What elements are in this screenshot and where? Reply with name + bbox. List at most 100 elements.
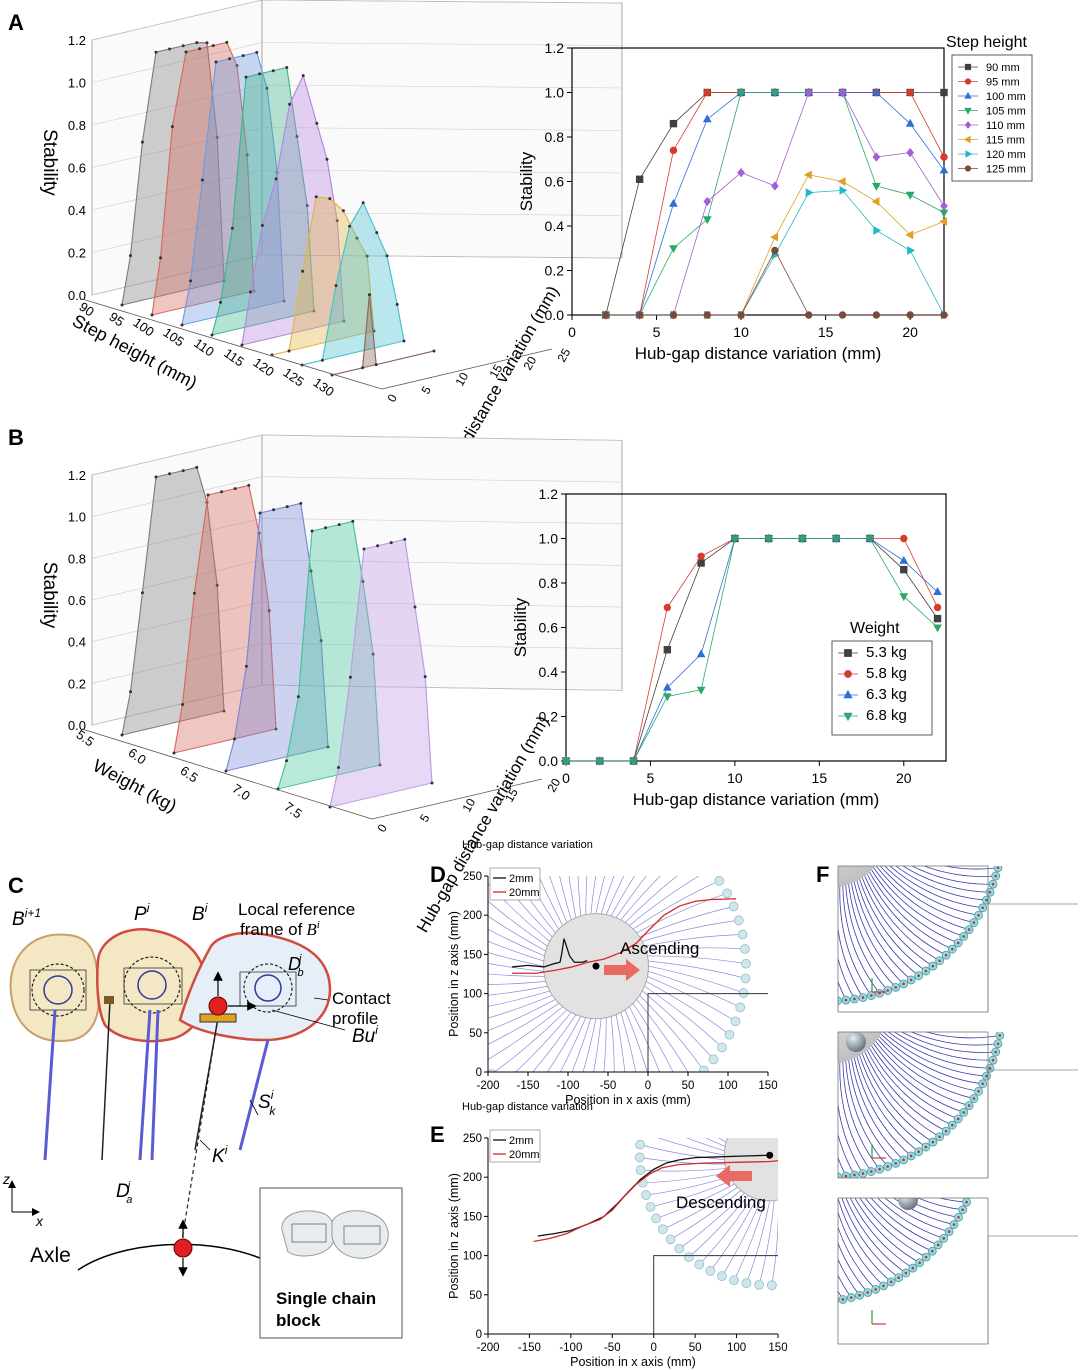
wheel-spoke bbox=[515, 1012, 572, 1072]
snapshot-spoke bbox=[882, 1032, 987, 1077]
trajectory-1 bbox=[512, 898, 737, 974]
snapshot-spoke bbox=[886, 840, 1000, 862]
snapshot-spoke bbox=[838, 1258, 860, 1296]
legend-label: 120 mm bbox=[986, 149, 1026, 161]
slice-point bbox=[129, 254, 132, 258]
slice-point bbox=[305, 204, 309, 207]
chart-e: -200 -150 -100 -50 0 50 100 150 0 50 100 150 200 250 P… bbox=[447, 1035, 840, 1369]
depth-tick-label: 5 bbox=[417, 811, 433, 824]
category-tick-label: 105 bbox=[161, 325, 187, 350]
snapshot-pin bbox=[931, 964, 935, 968]
snapshot-spoke bbox=[884, 1198, 950, 1232]
snapshot-pin bbox=[841, 1298, 845, 1301]
depth-axis bbox=[371, 778, 543, 820]
wheel-spoke bbox=[582, 1018, 597, 1072]
snapshot-pin bbox=[816, 1301, 819, 1304]
x-tick-label: -200 bbox=[476, 1080, 499, 1092]
wheel-spoke bbox=[600, 876, 615, 915]
snapshot-spoke bbox=[923, 866, 996, 877]
snapshot-pin bbox=[853, 1173, 856, 1177]
category-tick-label: 120 bbox=[251, 355, 277, 380]
snapshot-pin bbox=[869, 1170, 873, 1173]
snapshot-pin bbox=[994, 874, 997, 878]
wheel-segment bbox=[589, 812, 598, 821]
wheel-segment bbox=[825, 1035, 834, 1044]
snapshot-pin bbox=[1001, 815, 1004, 818]
slice-point bbox=[342, 319, 346, 323]
axis-x-label: x bbox=[35, 1213, 44, 1229]
slice-point bbox=[378, 763, 382, 767]
snapshot-spoke bbox=[823, 1062, 838, 1177]
y-axis-label: Position in z axis (mm) bbox=[447, 911, 461, 1037]
snapshot-pin bbox=[819, 1000, 822, 1003]
legend-label: 125 mm bbox=[986, 164, 1026, 176]
slice-point bbox=[228, 57, 232, 61]
snapshot-spoke bbox=[785, 1187, 799, 1302]
gear-left-inner bbox=[43, 975, 73, 1005]
snapshot-spoke bbox=[812, 886, 823, 1001]
slice-point bbox=[355, 236, 359, 240]
wheel-spoke bbox=[787, 1046, 840, 1113]
label-local-ref: Local reference bbox=[238, 900, 355, 919]
wheel-spoke bbox=[568, 876, 577, 918]
grid-line bbox=[91, 169, 263, 211]
wheel-segment bbox=[635, 1165, 646, 1175]
data-point bbox=[871, 87, 881, 96]
data-point bbox=[933, 603, 942, 612]
slice-point bbox=[244, 664, 248, 668]
data-point bbox=[865, 535, 875, 544]
wheel-segment bbox=[696, 854, 705, 863]
wheel-segment bbox=[766, 1280, 777, 1291]
snapshot-spoke bbox=[754, 879, 800, 985]
data-point bbox=[663, 603, 672, 612]
slice-point bbox=[206, 493, 210, 497]
series-line-3 bbox=[605, 92, 945, 316]
slice-point bbox=[219, 300, 222, 304]
wheel-segment bbox=[609, 1111, 618, 1120]
legend-label: 5.8 kg bbox=[866, 665, 907, 682]
y-tick-label: 0.0 bbox=[545, 307, 565, 323]
wheel-spoke bbox=[488, 940, 544, 962]
data-point bbox=[764, 535, 774, 544]
data-point bbox=[770, 89, 780, 98]
gear-right-inner bbox=[254, 974, 282, 1002]
y-tick-label: 1.0 bbox=[545, 85, 565, 101]
data-point bbox=[933, 614, 942, 623]
legend-marker bbox=[964, 107, 972, 115]
legend-label: 95 mm bbox=[986, 77, 1020, 89]
x-axis-label: Hub-gap distance variation (mm) bbox=[635, 344, 882, 363]
snapshot-spoke bbox=[861, 875, 934, 967]
trajectory-1 bbox=[533, 1160, 779, 1243]
panel-label-e: E bbox=[430, 1122, 445, 1147]
slice-point bbox=[224, 769, 228, 773]
snapshot-pin bbox=[861, 1172, 865, 1175]
slice-line bbox=[241, 74, 345, 346]
snapshot-pin bbox=[753, 983, 756, 986]
snapshot-segment bbox=[825, 1173, 833, 1181]
z-tick-label: 0.6 bbox=[68, 161, 86, 176]
legend-label: 2mm bbox=[509, 1135, 533, 1147]
data-point bbox=[939, 217, 948, 226]
snapshot-pin bbox=[909, 1154, 913, 1158]
panel-label-d: D bbox=[430, 862, 446, 887]
floor-axis bbox=[81, 298, 383, 390]
snapshot-pin bbox=[810, 999, 813, 1002]
snapshot-spoke bbox=[884, 866, 979, 916]
snapshot-spoke bbox=[777, 883, 808, 994]
wheel-spoke bbox=[488, 985, 548, 996]
legend-marker bbox=[843, 689, 853, 699]
category-tick-label: 110 bbox=[191, 335, 217, 359]
x-tick-label: -200 bbox=[476, 1342, 499, 1354]
data-point bbox=[561, 757, 571, 766]
snapshot-pin bbox=[807, 1302, 810, 1305]
data-point bbox=[900, 534, 908, 543]
x-tick-label: -100 bbox=[559, 1342, 582, 1354]
slice-point bbox=[337, 523, 341, 527]
x-tick-label: 150 bbox=[758, 1080, 777, 1092]
snapshot-segment bbox=[799, 995, 807, 1003]
snapshot-spoke bbox=[838, 1156, 847, 1177]
snapshot-pin bbox=[827, 1176, 830, 1179]
wheel-segment bbox=[657, 1224, 668, 1235]
data-point bbox=[907, 246, 916, 255]
snapshot-pin bbox=[793, 1172, 796, 1175]
